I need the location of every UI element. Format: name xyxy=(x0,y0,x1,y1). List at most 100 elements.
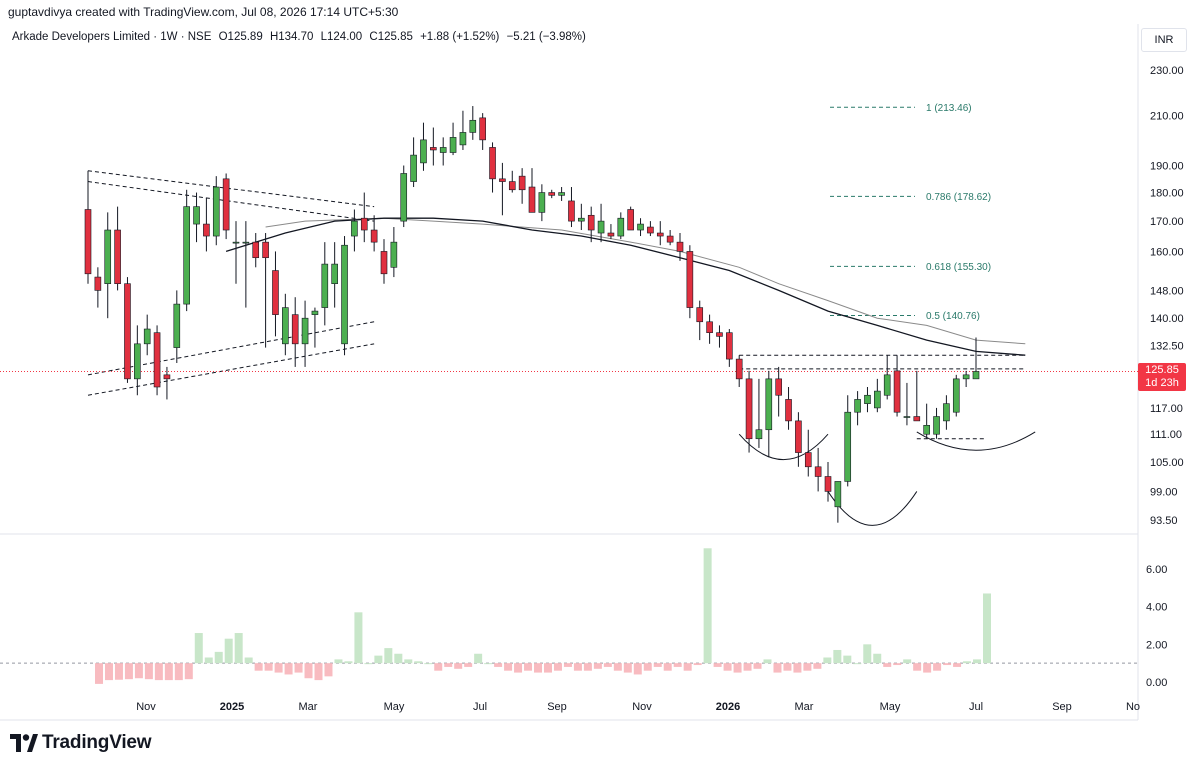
candle-body xyxy=(331,263,338,284)
tradingview-logo[interactable]: TradingView xyxy=(10,731,152,755)
candle-body xyxy=(597,220,605,234)
volume-bar xyxy=(663,663,672,671)
candle-body xyxy=(499,178,506,182)
candle-body xyxy=(439,147,447,153)
volume-bar xyxy=(95,663,103,684)
volume-axis-label: 4.00 xyxy=(1146,602,1167,614)
candle-body xyxy=(548,192,556,196)
volume-bar xyxy=(114,663,123,680)
volume-bar xyxy=(444,663,453,667)
candle-body xyxy=(834,481,842,508)
volume-bar xyxy=(534,663,543,673)
volume-bar xyxy=(174,663,183,681)
candle-body xyxy=(449,137,457,153)
volume-bar xyxy=(803,663,812,671)
volume-bar xyxy=(833,649,842,664)
price-axis-label: 160.00 xyxy=(1150,246,1184,258)
time-axis-label: No xyxy=(1126,701,1140,713)
volume-bar xyxy=(204,657,213,664)
volume-bar xyxy=(903,659,912,664)
high-value: H134.70 xyxy=(269,31,314,43)
price-axis-label: 93.50 xyxy=(1150,515,1178,527)
candle-body xyxy=(232,241,240,244)
volume-bar xyxy=(134,663,143,679)
volume-bar xyxy=(593,663,602,669)
volume-bar xyxy=(733,663,742,673)
price-axis-label: 230.00 xyxy=(1150,65,1184,77)
candle-body xyxy=(893,370,901,413)
volume-bar xyxy=(563,663,572,667)
candle-body xyxy=(676,241,684,252)
volume-bar xyxy=(673,663,682,667)
candle-body xyxy=(489,147,496,180)
candle-body xyxy=(726,332,733,360)
candle-body xyxy=(864,394,871,404)
candle-body xyxy=(913,416,921,422)
volume-bar xyxy=(504,663,513,671)
volume-bar xyxy=(244,657,253,664)
volume-bar xyxy=(284,663,293,675)
candle-body xyxy=(952,378,960,413)
volume-bar xyxy=(703,548,712,664)
volume-bar xyxy=(234,633,243,664)
candle-body xyxy=(203,223,210,237)
volume-bar xyxy=(384,648,393,664)
symbol-label[interactable]: Arkade Developers Limited · 1W · NSE xyxy=(12,31,212,43)
time-axis-label: Sep xyxy=(1052,701,1072,713)
candle-body xyxy=(765,378,773,431)
volume-bar xyxy=(404,659,413,664)
price-axis-label: 190.00 xyxy=(1150,161,1184,173)
candle-body xyxy=(627,209,634,231)
volume-axis-label: 2.00 xyxy=(1146,639,1167,651)
volume-bar xyxy=(184,663,193,680)
candle-body xyxy=(775,378,782,396)
candle-body xyxy=(578,217,585,222)
candle-body xyxy=(854,399,861,413)
candle-body xyxy=(341,244,348,345)
candle-body xyxy=(518,175,526,191)
candle-body xyxy=(735,358,743,380)
volume-bar xyxy=(923,663,932,673)
moving-average-short xyxy=(265,217,1026,345)
volume-bar xyxy=(264,663,273,671)
candle-body xyxy=(874,390,881,409)
candle-body xyxy=(844,411,852,482)
candle-body xyxy=(143,328,151,345)
candle-body xyxy=(242,241,250,244)
moving-average-long xyxy=(225,217,1026,356)
volume-bar xyxy=(643,663,652,671)
volume-axis-label: 6.00 xyxy=(1146,564,1167,576)
price-axis-label: 210.00 xyxy=(1150,110,1184,122)
candle-body xyxy=(607,232,615,237)
candle-body xyxy=(153,332,161,388)
volume-bar xyxy=(783,663,792,671)
price-axis-label: 148.00 xyxy=(1150,285,1184,297)
candle-body xyxy=(390,241,398,268)
volume-bar xyxy=(104,663,113,681)
candle-body xyxy=(252,241,260,259)
right-shoulder-arc xyxy=(916,431,1036,451)
candle-body xyxy=(262,241,269,259)
volume-bar xyxy=(583,663,592,671)
fib-level-label: 0.5 (140.76) xyxy=(926,311,980,322)
price-axis-label: 170.00 xyxy=(1150,216,1184,228)
volume-bar xyxy=(314,663,323,681)
price-axis-label: 99.00 xyxy=(1150,486,1178,498)
volume-bar xyxy=(723,663,732,671)
volume-bar xyxy=(883,663,892,667)
time-axis-label: Nov xyxy=(136,701,156,713)
candle-body xyxy=(538,192,546,213)
volume-bar xyxy=(873,653,882,664)
close-value: C125.85 xyxy=(369,31,413,43)
candle-body xyxy=(291,314,299,345)
volume-bar xyxy=(214,651,223,664)
candle-body xyxy=(380,251,388,275)
volume-bar xyxy=(653,663,662,667)
candle-body xyxy=(706,321,713,333)
candle-body xyxy=(755,429,763,440)
volume-bar xyxy=(753,663,762,669)
currency-button[interactable]: INR xyxy=(1141,28,1187,52)
candle-body xyxy=(479,117,486,141)
time-axis-label: Jul xyxy=(969,701,983,713)
